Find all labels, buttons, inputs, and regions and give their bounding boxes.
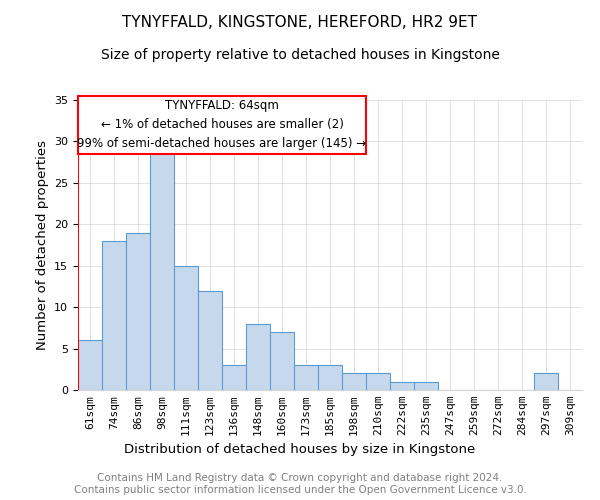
- Bar: [534, 374, 558, 390]
- Bar: [126, 232, 150, 390]
- Bar: [390, 382, 414, 390]
- Bar: [270, 332, 294, 390]
- Bar: [414, 382, 438, 390]
- FancyBboxPatch shape: [78, 96, 366, 154]
- Bar: [366, 374, 390, 390]
- Bar: [102, 241, 126, 390]
- Bar: [342, 374, 366, 390]
- Y-axis label: Number of detached properties: Number of detached properties: [35, 140, 49, 350]
- Bar: [294, 365, 318, 390]
- Text: TYNYFFALD: 64sqm
← 1% of detached houses are smaller (2)
99% of semi-detached ho: TYNYFFALD: 64sqm ← 1% of detached houses…: [77, 100, 367, 150]
- Bar: [174, 266, 198, 390]
- Bar: [318, 365, 342, 390]
- Bar: [78, 340, 102, 390]
- Bar: [150, 150, 174, 390]
- Text: TYNYFFALD, KINGSTONE, HEREFORD, HR2 9ET: TYNYFFALD, KINGSTONE, HEREFORD, HR2 9ET: [122, 15, 478, 30]
- Bar: [246, 324, 270, 390]
- Text: Size of property relative to detached houses in Kingstone: Size of property relative to detached ho…: [101, 48, 499, 62]
- Text: Contains HM Land Registry data © Crown copyright and database right 2024.
Contai: Contains HM Land Registry data © Crown c…: [74, 474, 526, 495]
- Bar: [222, 365, 246, 390]
- Text: Distribution of detached houses by size in Kingstone: Distribution of detached houses by size …: [124, 442, 476, 456]
- Bar: [198, 290, 222, 390]
